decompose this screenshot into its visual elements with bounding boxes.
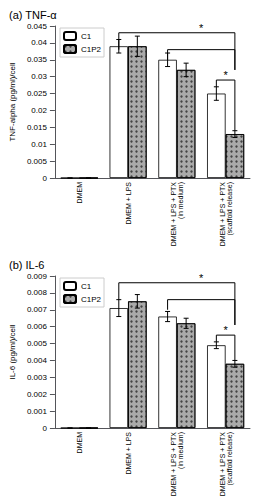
svg-text:0.006: 0.006: [27, 322, 48, 331]
svg-text:DMEM: DMEM: [76, 432, 83, 454]
svg-text:DMEM + LPS: DMEM + LPS: [125, 432, 132, 475]
svg-text:DMEM + LPS + PTX: DMEM + LPS + PTX: [170, 432, 177, 497]
svg-text:0.035: 0.035: [27, 55, 48, 64]
svg-text:DMEM + LPS + PTX: DMEM + LPS + PTX: [170, 182, 177, 247]
svg-text:0.04: 0.04: [31, 38, 47, 47]
svg-text:C1: C1: [81, 282, 92, 291]
svg-text:(scaffold release): (scaffold release): [226, 432, 234, 486]
svg-text:0: 0: [42, 174, 47, 183]
svg-text:C1: C1: [81, 32, 92, 41]
svg-text:(a) TNF-α: (a) TNF-α: [9, 9, 57, 21]
svg-text:0.004: 0.004: [27, 356, 48, 365]
svg-text:0.01: 0.01: [31, 140, 47, 149]
svg-text:(in medium): (in medium): [177, 182, 185, 219]
svg-text:0.02: 0.02: [31, 106, 47, 115]
svg-text:0.045: 0.045: [27, 22, 48, 31]
svg-text:(b) IL-6: (b) IL-6: [9, 259, 44, 271]
svg-text:IL-6 (pg/ml)/cell: IL-6 (pg/ml)/cell: [8, 324, 17, 379]
svg-text:C1P2: C1P2: [81, 45, 102, 54]
svg-text:DMEM: DMEM: [76, 182, 83, 204]
svg-text:TNF-alpha (pg/ml)/cell: TNF-alpha (pg/ml)/cell: [8, 62, 17, 141]
svg-text:0.003: 0.003: [27, 373, 48, 382]
svg-text:0.008: 0.008: [27, 288, 48, 297]
svg-text:0.007: 0.007: [27, 305, 48, 314]
svg-text:0.005: 0.005: [27, 339, 48, 348]
svg-text:0: 0: [42, 424, 47, 433]
svg-text:DMEM + LPS + PTX: DMEM + LPS + PTX: [219, 432, 226, 497]
svg-text:*: *: [223, 69, 228, 81]
svg-text:*: *: [199, 22, 204, 34]
svg-text:0.001: 0.001: [27, 407, 48, 416]
svg-text:0.005: 0.005: [27, 157, 48, 166]
svg-text:C1P2: C1P2: [81, 295, 102, 304]
svg-text:0.03: 0.03: [31, 72, 47, 81]
svg-text:DMEM + LPS: DMEM + LPS: [125, 182, 132, 225]
svg-text:*: *: [199, 272, 204, 284]
svg-text:0.002: 0.002: [27, 390, 48, 399]
svg-text:0.025: 0.025: [27, 89, 48, 98]
svg-text:DMEM + LPS + PTX: DMEM + LPS + PTX: [219, 182, 226, 247]
svg-text:(scaffold release): (scaffold release): [226, 182, 234, 236]
svg-text:0.015: 0.015: [27, 123, 48, 132]
svg-text:0.009: 0.009: [27, 272, 48, 281]
svg-text:*: *: [223, 324, 228, 336]
svg-text:(in medium): (in medium): [177, 432, 185, 469]
